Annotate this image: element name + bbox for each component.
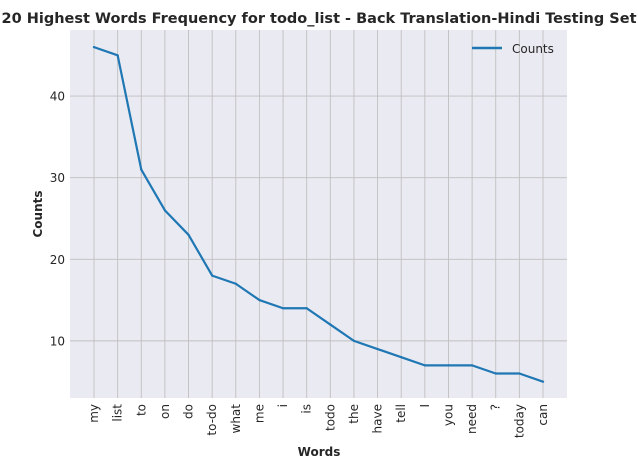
data-point: [234, 282, 237, 285]
data-point: [494, 372, 497, 375]
x-tick-label: i: [276, 404, 290, 407]
data-point: [376, 347, 379, 351]
data-point: [163, 209, 166, 212]
legend: Counts: [472, 42, 554, 56]
x-tick-label: my: [87, 404, 101, 423]
x-tick-label: need: [465, 404, 479, 434]
data-point: [281, 307, 285, 310]
x-tick-label: is: [300, 404, 314, 414]
x-tick-label: ?: [489, 404, 503, 410]
x-tick-labels: my list to on do to-do what me i is todo the have tel…: [87, 404, 550, 438]
x-tick-label: the: [347, 404, 361, 424]
y-tick-label: 30: [50, 171, 65, 185]
x-tick-label: tell: [394, 404, 408, 423]
data-point: [258, 298, 261, 302]
x-tick-label: to-do: [205, 404, 219, 436]
data-point: [423, 364, 426, 367]
y-axis-label: Counts: [31, 190, 45, 237]
x-tick-label: on: [158, 404, 172, 419]
data-point: [329, 323, 332, 326]
x-axis-label: Words: [298, 445, 341, 459]
x-tick-label: can: [536, 404, 550, 426]
chart-title: 20 Highest Words Frequency for todo_list…: [2, 11, 637, 27]
data-point: [352, 339, 356, 342]
data-point: [400, 356, 403, 359]
x-tick-label: me: [252, 404, 266, 423]
data-point: [92, 46, 96, 49]
data-point: [187, 233, 190, 236]
data-point: [541, 380, 545, 383]
y-tick-labels: 10 20 30 40: [50, 90, 65, 349]
data-point: [518, 372, 521, 375]
legend-label-counts: Counts: [512, 42, 554, 56]
x-tick-label: I: [418, 404, 432, 408]
data-point: [116, 54, 119, 57]
y-tick-label: 10: [50, 334, 65, 348]
data-point: [471, 364, 474, 367]
y-tick-label: 40: [50, 90, 65, 104]
plot-area: [70, 30, 567, 398]
x-tick-label: do: [182, 404, 196, 419]
data-point: [305, 307, 308, 310]
x-tick-label: you: [441, 404, 455, 426]
x-tick-label: have: [371, 404, 385, 433]
series-line-counts: [92, 46, 545, 383]
y-tick-label: 20: [50, 253, 65, 267]
data-point: [447, 364, 450, 367]
x-tick-label: today: [512, 404, 526, 438]
x-tick-label: what: [229, 404, 243, 434]
grid: [70, 30, 567, 398]
x-tick-label: to: [134, 404, 148, 416]
x-tick-label: list: [111, 404, 125, 422]
data-point: [211, 274, 214, 277]
data-point: [140, 168, 143, 171]
x-tick-label: todo: [323, 404, 337, 431]
series-layer: [92, 46, 545, 383]
